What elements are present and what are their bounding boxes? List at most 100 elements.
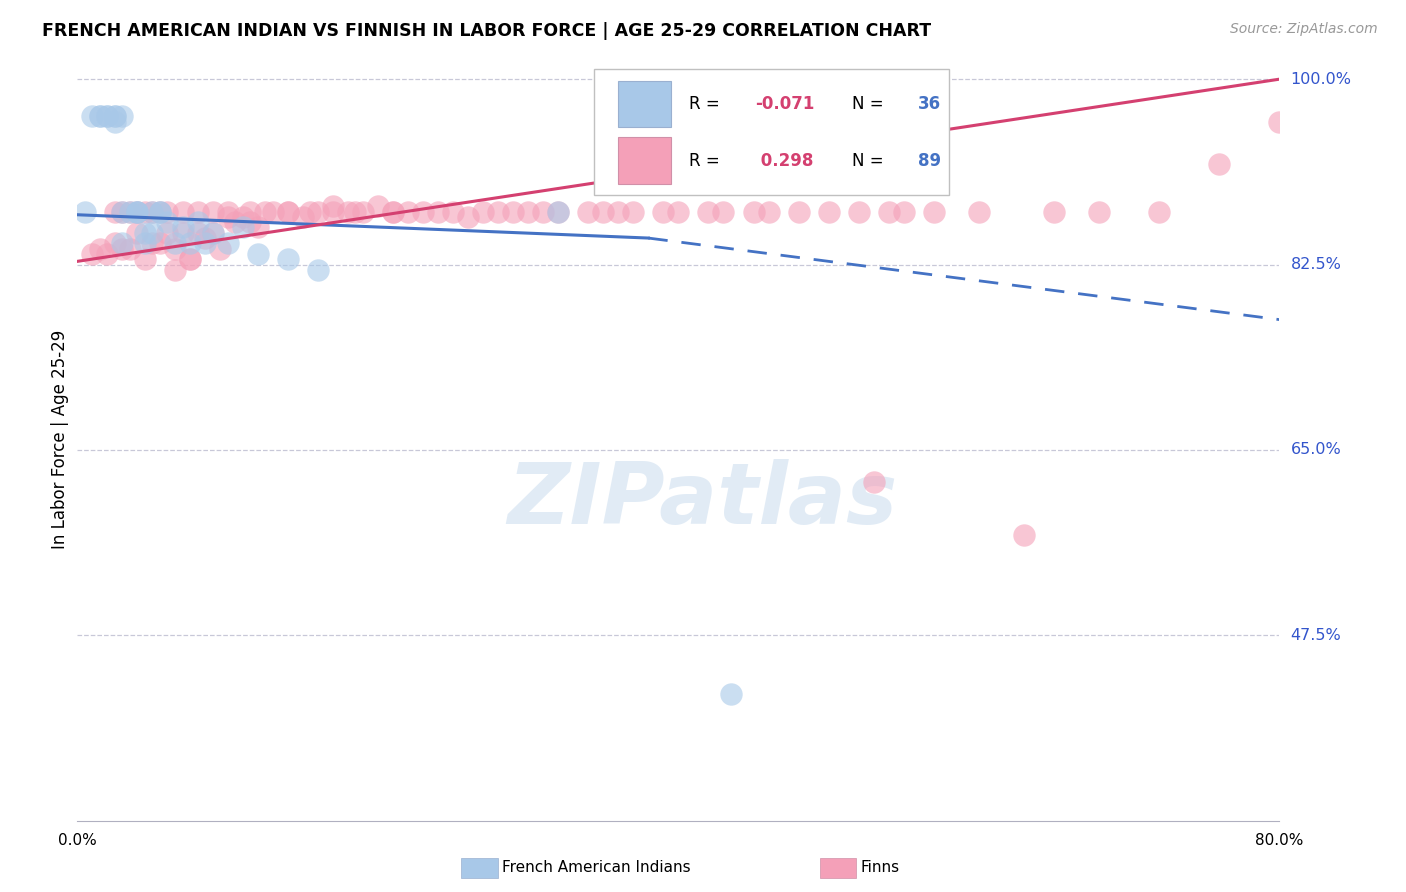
Point — [1268, 114, 1291, 128]
Point — [179, 252, 201, 267]
Point — [149, 204, 172, 219]
Point — [201, 226, 224, 240]
Point — [322, 204, 344, 219]
Point — [118, 242, 141, 256]
Point — [531, 204, 554, 219]
Point — [141, 204, 163, 219]
Point — [186, 226, 209, 240]
Point — [862, 475, 884, 489]
FancyBboxPatch shape — [619, 137, 671, 184]
Text: 82.5%: 82.5% — [1291, 257, 1341, 272]
Point — [396, 204, 419, 219]
Point — [1043, 204, 1066, 219]
Point — [367, 199, 389, 213]
Point — [381, 204, 404, 219]
Text: N =: N = — [852, 95, 889, 113]
Point — [201, 226, 224, 240]
FancyBboxPatch shape — [619, 80, 671, 128]
Point — [621, 204, 644, 219]
Point — [186, 215, 209, 229]
Point — [149, 204, 172, 219]
Point — [104, 236, 127, 251]
Point — [277, 252, 299, 267]
Point — [246, 247, 269, 261]
Point — [457, 210, 479, 224]
Point — [239, 215, 262, 229]
Text: 36: 36 — [918, 95, 941, 113]
Point — [502, 204, 524, 219]
Point — [817, 204, 839, 219]
Point — [1149, 204, 1171, 219]
Point — [172, 204, 194, 219]
Point — [134, 204, 156, 219]
Point — [194, 231, 217, 245]
Point — [607, 204, 630, 219]
Point — [217, 204, 239, 219]
Text: -0.071: -0.071 — [755, 95, 814, 113]
Text: Finns: Finns — [860, 860, 900, 874]
Point — [172, 226, 194, 240]
Point — [209, 242, 232, 256]
Point — [224, 215, 246, 229]
Point — [156, 204, 179, 219]
Text: 80.0%: 80.0% — [1256, 833, 1303, 848]
Point — [720, 687, 742, 701]
Point — [277, 204, 299, 219]
Point — [427, 204, 450, 219]
Point — [291, 210, 314, 224]
Point — [967, 204, 990, 219]
Point — [118, 204, 141, 219]
Point — [232, 220, 254, 235]
Point — [877, 204, 900, 219]
Point — [1012, 527, 1035, 541]
Point — [1208, 157, 1230, 171]
Point — [322, 199, 344, 213]
Point — [1088, 204, 1111, 219]
Point — [163, 263, 186, 277]
Point — [149, 204, 172, 219]
Point — [156, 226, 179, 240]
Point — [134, 252, 156, 267]
Point — [73, 204, 96, 219]
Point — [134, 236, 156, 251]
Point — [262, 204, 284, 219]
Point — [186, 204, 209, 219]
Point — [96, 109, 118, 123]
Point — [592, 204, 614, 219]
Point — [201, 204, 224, 219]
Point — [163, 236, 186, 251]
Text: Source: ZipAtlas.com: Source: ZipAtlas.com — [1230, 22, 1378, 37]
Point — [668, 204, 690, 219]
Point — [141, 236, 163, 251]
Text: 47.5%: 47.5% — [1291, 628, 1341, 643]
Point — [922, 204, 945, 219]
Point — [96, 247, 118, 261]
Point — [111, 242, 134, 256]
Point — [239, 204, 262, 219]
Text: 100.0%: 100.0% — [1291, 71, 1351, 87]
Point — [96, 109, 118, 123]
Point — [576, 204, 599, 219]
Point — [111, 204, 134, 219]
Y-axis label: In Labor Force | Age 25-29: In Labor Force | Age 25-29 — [51, 330, 69, 549]
Point — [299, 204, 322, 219]
Point — [89, 242, 111, 256]
Point — [89, 109, 111, 123]
Point — [104, 109, 127, 123]
Point — [111, 236, 134, 251]
Point — [134, 226, 156, 240]
Point — [149, 236, 172, 251]
Text: R =: R = — [689, 152, 725, 169]
Text: 89: 89 — [918, 152, 941, 169]
Point — [217, 210, 239, 224]
Point — [104, 114, 127, 128]
Point — [307, 263, 329, 277]
Point — [344, 204, 367, 219]
Point — [307, 204, 329, 219]
Point — [254, 204, 277, 219]
Point — [127, 204, 149, 219]
Point — [156, 215, 179, 229]
Point — [141, 226, 163, 240]
Point — [172, 220, 194, 235]
Point — [742, 204, 765, 219]
